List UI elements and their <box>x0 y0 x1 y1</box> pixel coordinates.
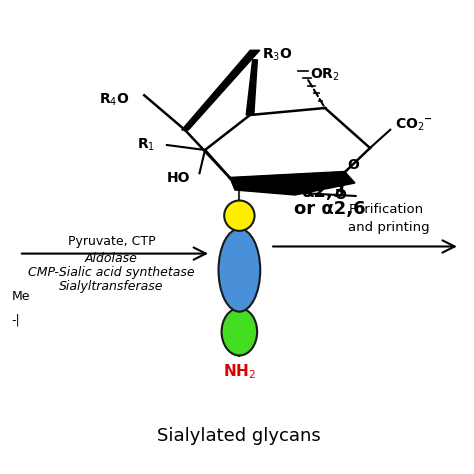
Ellipse shape <box>219 229 260 312</box>
Text: O: O <box>347 158 359 172</box>
Text: R$_4$O: R$_4$O <box>100 92 130 108</box>
Text: Pyruvate, CTP: Pyruvate, CTP <box>68 235 155 248</box>
Text: O: O <box>244 176 256 191</box>
Text: R$_1$: R$_1$ <box>137 137 155 153</box>
Text: Sialyltransferase: Sialyltransferase <box>59 280 164 293</box>
Text: and printing: and printing <box>348 221 430 234</box>
Text: α2,3: α2,3 <box>301 183 345 201</box>
Polygon shape <box>246 60 257 115</box>
Text: -|: -| <box>12 313 20 327</box>
Polygon shape <box>182 50 260 130</box>
Text: CO$_2$$^{\mathbf{-}}$: CO$_2$$^{\mathbf{-}}$ <box>395 117 433 133</box>
Text: Purification: Purification <box>348 203 423 216</box>
Circle shape <box>224 201 255 231</box>
Polygon shape <box>230 172 355 195</box>
Text: Me: Me <box>12 290 30 303</box>
Ellipse shape <box>221 308 257 356</box>
Text: HO: HO <box>166 171 190 185</box>
Text: Aldolase: Aldolase <box>85 252 138 265</box>
Text: O: O <box>334 188 346 202</box>
Text: or α2,6: or α2,6 <box>294 200 365 218</box>
Text: R$_3$O: R$_3$O <box>262 47 292 63</box>
Text: Sialylated glycans: Sialylated glycans <box>157 427 321 445</box>
Text: OR$_2$: OR$_2$ <box>310 67 340 83</box>
Text: CMP-Sialic acid synthetase: CMP-Sialic acid synthetase <box>28 266 195 279</box>
Text: NH$_2$: NH$_2$ <box>223 363 256 382</box>
